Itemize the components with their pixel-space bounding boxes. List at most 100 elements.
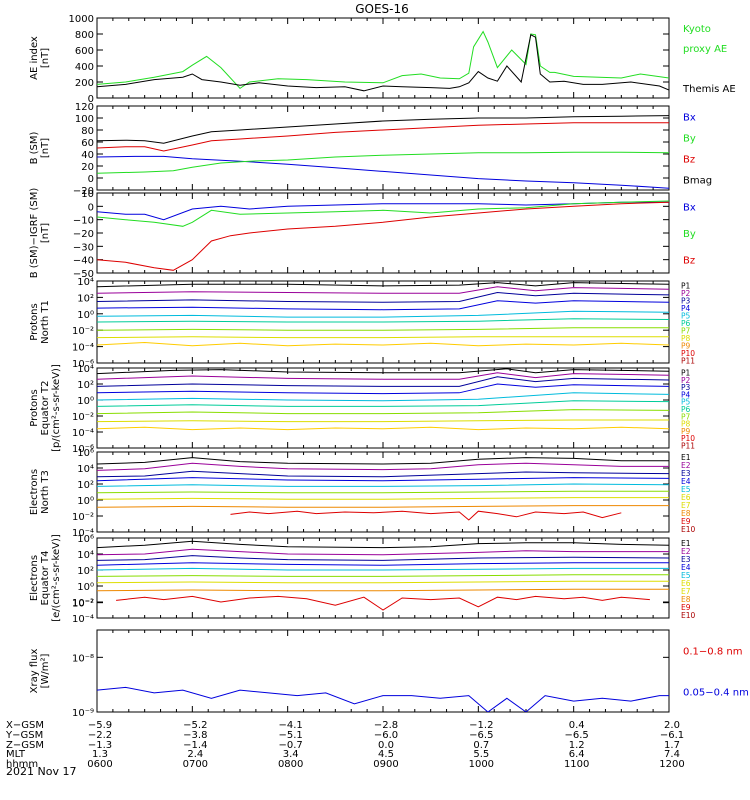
y-tick-label: −50 [73,269,94,280]
legend-entry: E4 [681,563,691,572]
y-tick-label: 10⁻⁴ [72,428,94,439]
series-0-1-0-8-nm [97,600,669,614]
axis-value: −6.5 [565,730,589,741]
series-p4 [97,300,669,311]
series-p9 [97,341,669,347]
legend-entry: P1 [681,369,691,378]
series-p6 [97,400,669,407]
series-p1 [97,282,669,288]
axis-value: 4.5 [378,749,394,760]
series-p5 [97,392,669,402]
axis-value: −5.2 [183,720,207,731]
legend-entry: E6 [681,493,691,502]
axis-value: −6.5 [469,730,493,741]
legend-entry: E2 [681,461,691,470]
legend-entry: E3 [681,555,691,564]
axis-value: −3.8 [183,730,207,741]
axis-value: −5.1 [279,730,303,741]
legend-entry: proxy AE [683,44,727,55]
series-p9 [97,426,669,431]
y-tick-label: 200 [75,78,94,89]
y-axis-label: [nT] [40,138,51,158]
legend-entry: P5 [681,312,691,321]
y-tick-label: −30 [73,242,94,253]
axis-value: −5.9 [88,720,112,731]
y-axis-label: Electrons [29,555,40,601]
series-bz [97,201,669,271]
panel-frame [96,367,670,449]
series-p8 [97,336,669,339]
y-tick-label: 60 [81,138,94,149]
y-tick-label: 10⁻² [72,412,94,423]
axis-value: 1100 [564,759,589,770]
y-tick-label: 10⁻⁴ [72,614,94,625]
legend-entry: 0.05−0.4 nm [683,688,749,699]
y-axis-label: B (SM)−IGRF (SM) [29,188,40,279]
axis-value: 2.4 [187,749,203,760]
legend-entry: E8 [681,595,691,604]
legend-entry: E7 [681,587,691,596]
axis-value: 1200 [659,759,684,770]
panel-pt1: 10⁻⁶ 10⁻⁴ 10⁻² 10⁰ 10² 10⁴ Protons North T1 P1P2… [29,277,695,370]
series-by [97,200,669,227]
axis-value: 1.3 [92,749,108,760]
panel-ae: 0 200 400 600 800 1000 AE index [nT] Kyoto proxy … [29,14,736,105]
legend-entry: P7 [681,326,691,335]
series-e2 [97,548,669,556]
y-tick-label: 10⁴ [77,277,94,288]
axis-value: 7.4 [664,749,680,760]
y-axis-label: [W/m²] [40,653,51,688]
series-p4 [97,383,669,395]
y-tick-label: 1000 [69,14,94,25]
y-tick-label: −20 [73,186,94,197]
axis-value: −6.1 [660,730,684,741]
y-axis-label: North T3 [40,470,51,514]
date-label: 2021 Nov 17 [6,765,76,778]
y-axis-label: Equator T2 [40,381,51,436]
axis-value: 5.5 [473,749,489,760]
axis-value: −0.7 [279,740,303,751]
y-tick-label: 10² [77,293,94,304]
y-tick-label: 10⁰ [77,582,94,593]
legend-entry: E8 [681,509,691,518]
axis-value: 0.0 [378,740,394,751]
legend-entry: P11 [681,441,695,450]
series-bx [97,201,669,221]
legend-entry: P7 [681,412,691,421]
legend-entry: Bx [683,113,696,124]
series-e8 [97,588,669,592]
legend-entry: Bz [683,256,695,267]
legend-entry: 0.1−0.8 nm [683,647,742,658]
series-e8 [97,505,669,508]
y-tick-label: 10⁶ [77,534,94,545]
legend-entry: E3 [681,469,691,478]
y-tick-label: 0 [88,94,94,105]
series-e5 [97,483,669,487]
y-tick-label: 10⁻⁹ [72,708,94,719]
legend-entry: E1 [681,539,691,548]
y-axis-label: B (SM) [29,131,40,164]
plot-title: GOES-16 [355,2,409,16]
legend-entry: P4 [681,390,691,399]
legend-entry: E10 [681,525,696,534]
series-bx [97,155,669,189]
axis-row-label: hhmm [6,759,38,770]
series-e4 [97,477,669,482]
legend-entry: P3 [681,383,691,392]
legend-entry: E2 [681,547,691,556]
legend-entry: E4 [681,477,691,486]
series-0-05-0-4-nm [97,686,669,712]
axis-value: 0800 [278,759,303,770]
panel-et4: 10⁻⁴ 10⁻² 10⁰ 10² 10⁴ 10⁶ Electrons Equator T4[… [29,534,696,625]
legend-entry: E7 [681,501,691,510]
axis-value: 0600 [87,759,112,770]
legend-entry: P8 [681,420,691,429]
y-tick-label: 40 [81,150,94,161]
legend-entry: E10 [681,611,696,620]
legend-entry: P10 [681,434,695,443]
legend-entry: P9 [681,341,691,350]
series-bz [97,122,669,152]
panel-frame [96,192,670,274]
